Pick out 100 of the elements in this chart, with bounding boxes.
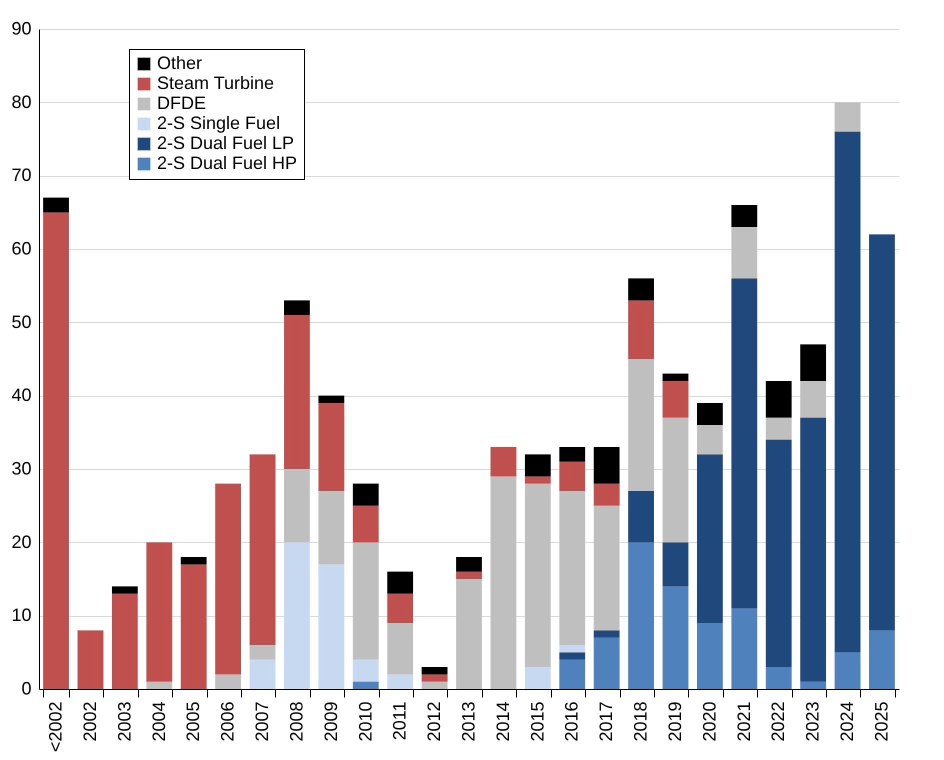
bar: [662, 381, 688, 418]
bar: [800, 418, 826, 682]
bar: [559, 645, 586, 652]
bar: [628, 542, 654, 689]
x-tick-label: 2008: [286, 702, 306, 742]
bar: [766, 440, 792, 667]
bar: [43, 212, 69, 689]
x-tick-label: 2005: [183, 702, 204, 742]
legend-label: 2-S Single Fuel: [157, 113, 280, 133]
y-tick-label: 40: [11, 385, 32, 406]
x-tick-label: 2012: [424, 702, 444, 742]
bar: [284, 469, 310, 542]
bar: [662, 418, 688, 542]
bar: [112, 594, 138, 689]
bar: [78, 630, 104, 689]
bar: [318, 396, 344, 403]
bar: [696, 623, 723, 689]
x-tick-label: 2018: [630, 702, 651, 742]
x-tick-label: 2009: [320, 702, 341, 742]
bar: [352, 660, 379, 682]
bar: [731, 205, 758, 227]
bar: [456, 557, 482, 572]
y-tick-label: 20: [11, 532, 32, 552]
bar: [422, 674, 448, 682]
bar: [318, 403, 344, 491]
x-tick-label: 2022: [768, 702, 788, 742]
bar: [387, 594, 414, 623]
y-tick-label: 0: [21, 678, 32, 698]
bar: [800, 381, 826, 418]
bar: [731, 227, 758, 278]
x-tick-label: 2015: [527, 702, 548, 742]
x-tick-label: 2020: [699, 702, 720, 742]
bar: [352, 542, 379, 660]
bar: [696, 454, 723, 623]
x-tick-label: 2023: [802, 702, 823, 742]
bar: [387, 572, 414, 594]
bar: [215, 484, 242, 674]
bar: [146, 682, 172, 689]
bar: [766, 667, 792, 689]
bar: [284, 542, 310, 689]
bar: [180, 564, 207, 689]
bar: [834, 132, 860, 652]
bar: [112, 586, 138, 594]
bar: [628, 278, 654, 300]
y-tick-label: 30: [11, 458, 32, 478]
bar: [834, 652, 860, 689]
x-tick-label: <2002: [46, 702, 66, 752]
x-tick-label: 2007: [252, 702, 272, 742]
x-tick-label: 2017: [596, 702, 616, 742]
bar: [524, 484, 551, 667]
legend-label: 2-S Dual Fuel HP: [157, 153, 298, 173]
x-tick-label: 2013: [458, 702, 478, 742]
bar: [869, 630, 895, 689]
bar: [284, 315, 310, 469]
bar: [456, 572, 482, 579]
bar: [628, 359, 654, 491]
bar: [352, 506, 379, 542]
x-tick-label: 2024: [837, 702, 858, 742]
bar: [594, 447, 620, 484]
legend-label: DFDE: [157, 93, 206, 113]
bar: [559, 447, 586, 462]
y-tick-label: 70: [11, 165, 32, 186]
bar: [422, 682, 448, 689]
bar: [146, 542, 172, 682]
bar: [215, 674, 242, 689]
bar: [766, 381, 792, 418]
bar: [284, 300, 310, 315]
x-tick-label: 2003: [114, 702, 134, 742]
bar: [662, 374, 688, 381]
bar: [766, 418, 792, 440]
bar: [250, 660, 276, 689]
x-tick-label: 2004: [148, 702, 169, 742]
bar: [524, 476, 551, 484]
bar: [696, 403, 723, 425]
x-tick-label: 2014: [492, 702, 513, 742]
x-tick-label: 2011: [390, 702, 410, 740]
bar: [387, 623, 414, 674]
bar: [594, 506, 620, 630]
y-tick-label: 50: [11, 312, 32, 332]
bar: [524, 454, 551, 476]
bar: [318, 491, 344, 564]
bar: [250, 645, 276, 660]
y-tick-label: 90: [11, 18, 32, 38]
y-tick-label: 10: [11, 605, 32, 626]
x-tick-label: 2019: [664, 702, 685, 742]
bar: [594, 638, 620, 689]
bar: [490, 476, 516, 689]
bar: [250, 454, 276, 645]
bar: [800, 344, 826, 381]
legend-label: Steam Turbine: [157, 73, 274, 93]
x-tick-label: 2010: [355, 702, 376, 742]
bar: [869, 234, 895, 630]
bar: [559, 652, 586, 660]
bar: [422, 667, 448, 674]
legend-label: 2-S Dual Fuel LP: [157, 133, 294, 153]
x-tick-label: 2016: [562, 702, 582, 742]
x-tick-label: 2021: [734, 702, 754, 742]
bar: [662, 586, 688, 689]
x-tick-label: 2002: [80, 702, 100, 742]
bar: [800, 682, 826, 689]
